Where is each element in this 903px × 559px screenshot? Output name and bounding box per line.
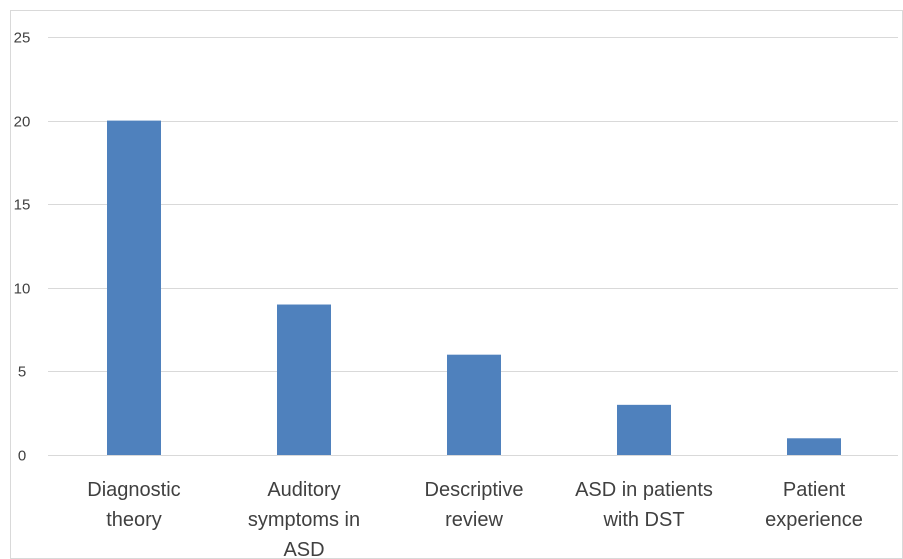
bar xyxy=(447,354,501,455)
bars xyxy=(107,120,841,455)
x-category-label-line: experience xyxy=(765,509,863,531)
bar xyxy=(617,404,671,455)
y-tick-label: 20 xyxy=(14,114,31,131)
x-category-label-line: review xyxy=(445,509,503,531)
x-category-label-line: with DST xyxy=(602,509,684,531)
x-category-label: Auditory symptoms in ASD xyxy=(248,479,360,559)
bar xyxy=(787,438,841,455)
x-category-label: Descriptive review xyxy=(425,479,524,531)
x-category-label-line: theory xyxy=(106,509,162,531)
bar xyxy=(277,304,331,455)
bar xyxy=(107,120,161,455)
x-category-label-line: symptoms in xyxy=(248,509,360,531)
x-category-label-line: Patient xyxy=(783,479,846,501)
y-axis-tick-labels: 0 5 10 15 20 25 xyxy=(14,30,31,465)
y-tick-label: 10 xyxy=(14,281,31,298)
x-category-label-line: ASD xyxy=(283,539,324,559)
y-tick-label: 5 xyxy=(18,364,26,381)
y-tick-label: 25 xyxy=(14,30,31,47)
x-category-label: Diagnostic theory xyxy=(87,479,180,531)
gridlines xyxy=(48,37,898,456)
y-tick-label: 0 xyxy=(18,448,26,465)
y-tick-label: 15 xyxy=(14,197,31,214)
x-category-label: ASD in patients with DST xyxy=(575,479,713,531)
x-category-label-line: Descriptive xyxy=(425,479,524,501)
x-category-label-line: Auditory xyxy=(267,479,340,501)
x-category-label: Patient experience xyxy=(765,479,863,531)
x-category-label-line: ASD in patients xyxy=(575,479,713,501)
x-axis-category-labels: Diagnostic theory Auditory symptoms in ASD De… xyxy=(87,479,863,559)
x-category-label-line: Diagnostic xyxy=(87,479,180,501)
